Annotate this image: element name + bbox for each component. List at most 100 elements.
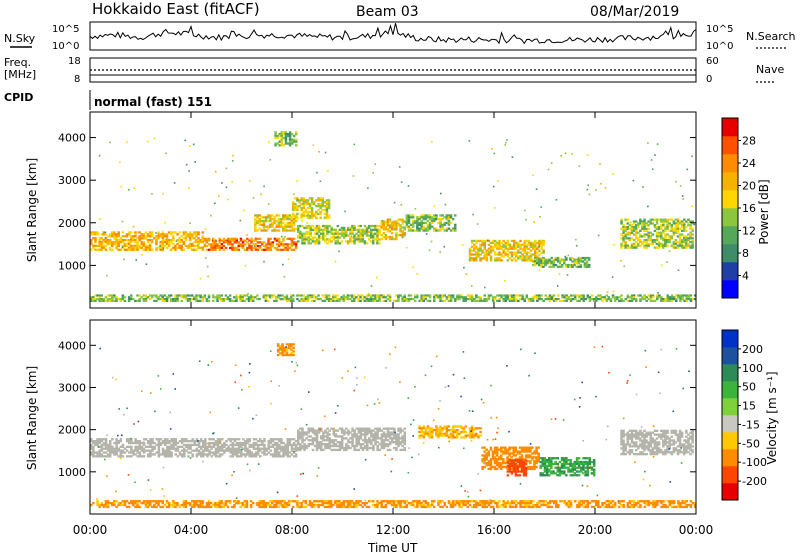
power-marks-speck bbox=[239, 219, 242, 222]
velocity-marks-cell bbox=[315, 433, 319, 436]
velocity-marks-cell bbox=[378, 448, 381, 452]
velocity-marks-cell bbox=[292, 343, 295, 346]
velocity-marks-cell bbox=[473, 427, 476, 430]
power-marks-cell bbox=[286, 237, 289, 240]
velocity-marks-cell bbox=[639, 453, 642, 456]
velocity-marks-cell bbox=[307, 443, 310, 446]
velocity-marks-cell bbox=[491, 458, 495, 461]
velocity-marks-cell bbox=[92, 453, 95, 456]
power-marks-cell bbox=[94, 237, 97, 240]
power-marks-cell bbox=[639, 294, 642, 297]
power-marks-cell bbox=[435, 218, 438, 221]
power-marks-cell bbox=[138, 294, 141, 297]
power-marks-cell bbox=[449, 229, 453, 232]
power-marks-cell bbox=[605, 294, 608, 297]
power-marks-speck bbox=[642, 186, 644, 188]
velocity-marks-cell bbox=[115, 438, 118, 441]
velocity-marks-cell bbox=[620, 431, 623, 434]
velocity-marks-cell bbox=[563, 466, 566, 469]
power-marks-cell bbox=[651, 296, 655, 299]
power-marks-speck bbox=[550, 162, 553, 164]
power-marks-cell bbox=[496, 294, 499, 297]
power-marks-cell bbox=[267, 225, 270, 228]
power-marks-cell bbox=[437, 296, 440, 299]
power-marks-cell bbox=[212, 294, 215, 297]
velocity-marks-cell bbox=[380, 443, 384, 446]
power-marks-cell bbox=[571, 260, 574, 263]
velocity-marks-cell bbox=[680, 435, 684, 438]
power-marks-cell bbox=[609, 298, 613, 301]
velocity-marks-cell bbox=[639, 451, 642, 454]
velocity-marks-cell bbox=[214, 449, 218, 452]
velocity-marks-cell bbox=[106, 447, 110, 450]
velocity-marks-cell bbox=[233, 440, 237, 443]
power-marks-cell bbox=[148, 298, 152, 301]
velocity-marks-cell bbox=[168, 445, 171, 448]
power-marks-cell bbox=[336, 234, 340, 237]
power-marks-cell bbox=[269, 225, 272, 228]
velocity-marks-cell bbox=[687, 443, 690, 446]
velocity-marks-cell bbox=[520, 468, 524, 471]
power-marks-cell bbox=[292, 140, 296, 143]
power-marks-cell bbox=[485, 299, 489, 302]
power-marks-cell bbox=[428, 216, 432, 219]
velocity-marks-cell bbox=[645, 453, 648, 456]
power-marks-cell bbox=[512, 243, 516, 246]
power-marks-cell bbox=[506, 249, 510, 252]
power-marks-cell bbox=[256, 298, 259, 301]
power-marks-cell bbox=[525, 257, 529, 260]
power-marks-cell bbox=[313, 240, 317, 243]
velocity-marks-cell bbox=[502, 450, 505, 453]
power-marks-cell bbox=[622, 231, 625, 234]
power-marks-cell bbox=[111, 298, 114, 301]
power-marks-speck bbox=[244, 264, 247, 267]
power-marks-speck bbox=[231, 181, 233, 183]
power-marks-cell bbox=[327, 298, 331, 301]
velocity-marks-cell bbox=[94, 451, 97, 454]
velocity-marks-cell bbox=[147, 449, 150, 452]
power-marks-cell bbox=[655, 233, 659, 236]
power-marks-cell bbox=[302, 210, 305, 214]
power-marks-cell bbox=[372, 234, 375, 237]
velocity-marks-cell bbox=[504, 462, 507, 465]
power-marks-cell bbox=[349, 238, 352, 241]
power-marks-cell bbox=[250, 248, 253, 251]
power-marks-cell bbox=[521, 253, 524, 256]
velocity-marks-cell bbox=[92, 455, 95, 458]
velocity-marks-cell bbox=[533, 456, 536, 459]
velocity-marks-cell bbox=[240, 455, 243, 458]
velocity-marks-cell bbox=[317, 431, 321, 434]
velocity-marks-cell bbox=[630, 431, 634, 434]
power-marks-cell bbox=[142, 242, 146, 246]
velocity-marks-cell bbox=[180, 440, 184, 443]
velocity-marks-cell bbox=[678, 431, 682, 434]
velocity-marks-cell bbox=[691, 437, 694, 440]
power-marks-cell bbox=[655, 227, 659, 231]
velocity-marks-cell bbox=[237, 455, 241, 458]
power-marks-cell bbox=[302, 199, 305, 202]
velocity-marks-cell bbox=[113, 441, 116, 445]
power-marks-speck bbox=[227, 198, 229, 201]
power-marks-cell bbox=[531, 253, 535, 256]
power-marks-cell bbox=[130, 296, 133, 299]
power-marks-cell bbox=[670, 294, 674, 297]
velocity-marks-cell bbox=[151, 441, 154, 445]
velocity-marks-cell bbox=[183, 447, 186, 450]
power-marks-speck bbox=[475, 241, 478, 243]
power-marks-speck bbox=[682, 198, 684, 200]
power-marks-cell bbox=[295, 138, 298, 141]
velocity-marks-cell bbox=[284, 449, 287, 452]
power-marks-cell bbox=[117, 242, 120, 246]
power-marks-cell bbox=[454, 298, 457, 301]
power-marks-cell bbox=[227, 241, 230, 244]
power-marks-cell bbox=[258, 298, 261, 301]
power-marks-cell bbox=[687, 294, 691, 297]
velocity-marks-cell bbox=[233, 443, 237, 447]
power-marks-cell bbox=[676, 246, 680, 249]
power-marks-cell bbox=[157, 235, 160, 238]
power-marks-cell bbox=[290, 219, 294, 223]
power-marks-cell bbox=[666, 294, 669, 297]
velocity-marks-cell bbox=[380, 435, 384, 438]
power-marks-cell bbox=[308, 206, 312, 210]
power-marks-cell bbox=[127, 298, 131, 301]
